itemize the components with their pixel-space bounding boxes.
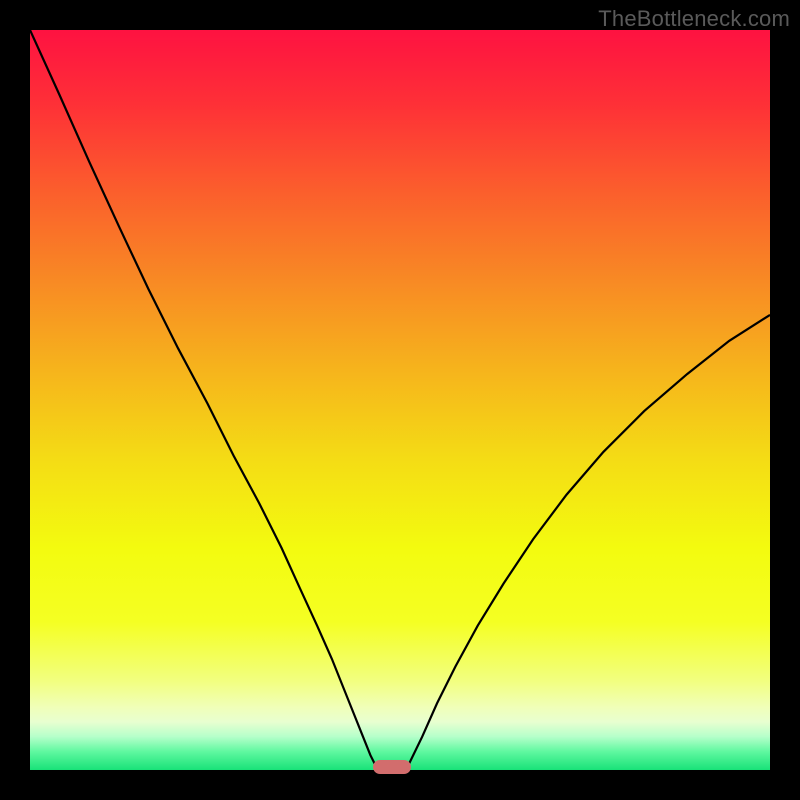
optimum-marker [373, 760, 411, 774]
bottleneck-curve [30, 30, 770, 770]
watermark-text: TheBottleneck.com [598, 6, 790, 32]
curve-right-branch [404, 315, 770, 770]
plot-area [30, 30, 770, 770]
curve-left-branch [30, 30, 379, 770]
